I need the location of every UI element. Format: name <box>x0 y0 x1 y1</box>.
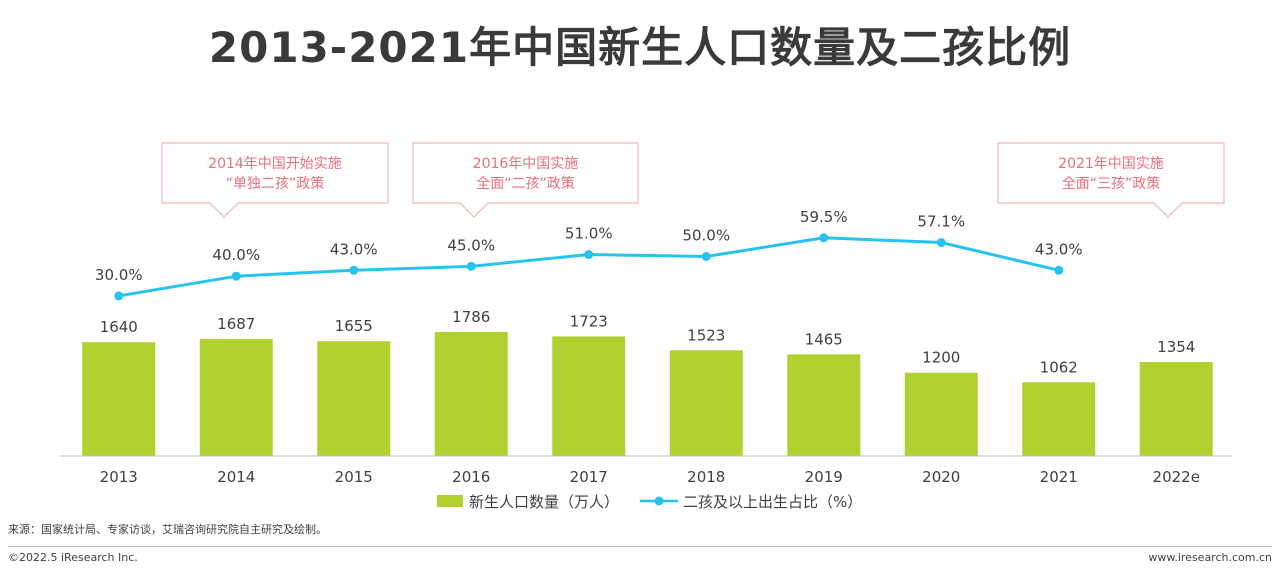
share-point-2017 <box>584 250 594 260</box>
bar-2019 <box>787 354 861 456</box>
x-tick-labels: 2013 2014 2015 2016 2017 2018 2019 2020 2021 2022… <box>100 468 1200 486</box>
bar-label-2022e: 1354 <box>1157 338 1195 356</box>
x-tick-2021: 2021 <box>1040 468 1078 486</box>
x-tick-2022e: 2022e <box>1153 468 1200 486</box>
share-point-2016 <box>466 261 476 271</box>
share-point-2018 <box>701 252 711 261</box>
bar-label-2016: 1786 <box>452 308 490 326</box>
line-series <box>114 233 1064 301</box>
bar-2013 <box>82 342 156 456</box>
callout-box <box>412 142 639 218</box>
bar-label-2021: 1062 <box>1040 358 1078 376</box>
share-label-2019: 59.5% <box>800 208 848 226</box>
bar-2021 <box>1022 382 1096 456</box>
footer-website: www.iresearch.com.cn <box>1148 551 1272 564</box>
callout-line2: “单独二孩”政策 <box>226 175 325 192</box>
bar-label-2017: 1723 <box>570 312 608 330</box>
bar-2018 <box>669 350 743 456</box>
bar-label-2019: 1465 <box>805 330 843 348</box>
share-label-2013: 30.0% <box>95 266 143 284</box>
share-label-2017: 51.0% <box>565 225 613 243</box>
bar-label-2018: 1523 <box>687 326 725 344</box>
share-label-2018: 50.0% <box>682 227 730 245</box>
footer-copyright: ©2022.5 iResearch Inc. <box>8 551 138 564</box>
bar-2015 <box>317 341 391 456</box>
bar-2016 <box>434 332 508 456</box>
share-point-2013 <box>114 291 124 301</box>
bar-2020 <box>904 372 978 456</box>
share-point-2020 <box>936 238 946 248</box>
x-tick-2020: 2020 <box>922 468 960 486</box>
bar-2017 <box>552 336 626 456</box>
x-tick-2013: 2013 <box>100 468 138 486</box>
bar-label-2014: 1687 <box>217 315 255 333</box>
x-tick-2019: 2019 <box>805 468 843 486</box>
share-label-2020: 57.1% <box>917 213 965 231</box>
bar-series <box>82 332 1213 456</box>
x-tick-2018: 2018 <box>687 468 725 486</box>
bar-value-labels: 1640 1687 1655 1786 1723 1523 1465 1200 1062 1354 <box>100 308 1196 376</box>
share-point-2019 <box>819 233 829 243</box>
callout-line2: 全面“三孩”政策 <box>1062 175 1161 192</box>
share-label-2015: 43.0% <box>330 240 378 258</box>
callout-line2: 全面“二孩”政策 <box>476 175 575 192</box>
share-point-2021 <box>1054 265 1064 275</box>
bar-2014 <box>199 338 273 456</box>
x-tick-2016: 2016 <box>452 468 490 486</box>
bar-2022e <box>1139 362 1213 456</box>
share-label-2016: 45.0% <box>447 236 495 254</box>
share-point-2015 <box>349 265 359 275</box>
bar-label-2020: 1200 <box>922 349 960 367</box>
share-label-2014: 40.0% <box>212 246 260 264</box>
callout-box <box>997 142 1225 218</box>
share-point-2014 <box>231 271 241 281</box>
x-tick-2015: 2015 <box>335 468 373 486</box>
footer-divider <box>8 546 1272 547</box>
legend: 新生人口数量（万人） 二孩及以上出生占比（%） <box>437 493 862 511</box>
callout-line1: 2014年中国开始实施 <box>208 156 342 172</box>
callout-line1: 2016年中国实施 <box>473 156 579 172</box>
callout-box <box>161 142 389 218</box>
legend-line-marker <box>654 496 664 506</box>
legend-line-label: 二孩及以上出生占比（%） <box>683 493 862 511</box>
legend-bar-label: 新生人口数量（万人） <box>469 493 619 511</box>
line-value-labels: 30.0% 40.0% 43.0% 45.0% 51.0% 50.0% 59.5% 57.1%… <box>95 208 1083 284</box>
page-title: 2013-2021年中国新生人口数量及二孩比例 <box>208 23 1072 72</box>
callout-1: 2014年中国开始实施 “单独二孩”政策 <box>161 142 389 218</box>
share-label-2021: 43.0% <box>1035 240 1083 258</box>
x-tick-2014: 2014 <box>217 468 255 486</box>
bar-label-2015: 1655 <box>335 317 373 335</box>
source-note: 来源：国家统计局、专家访谈，艾瑞咨询研究院自主研究及绘制。 <box>8 523 327 536</box>
x-tick-2017: 2017 <box>570 468 608 486</box>
callout-line1: 2021年中国实施 <box>1058 156 1164 172</box>
bar-label-2013: 1640 <box>100 318 138 336</box>
legend-bar-swatch <box>437 495 463 507</box>
